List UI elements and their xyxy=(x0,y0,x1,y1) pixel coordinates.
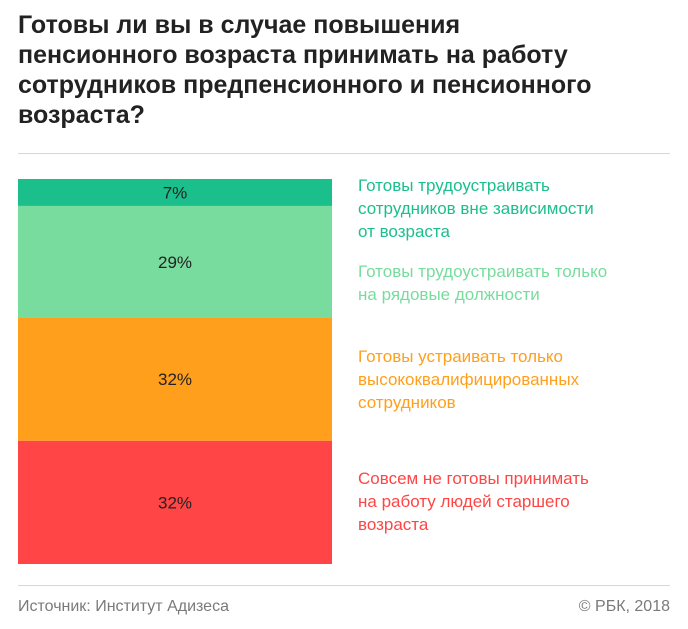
top-divider xyxy=(18,153,670,154)
bottom-divider xyxy=(18,585,670,586)
legend-entry-2: Готовы трудоустраивать только на рядовые… xyxy=(358,262,608,304)
legend-entry-4: Совсем не готовы принимать на работу люд… xyxy=(358,469,589,534)
data-label-1: 7% xyxy=(163,183,188,202)
bar-segment-2 xyxy=(18,205,332,318)
data-label-3: 32% xyxy=(158,370,192,389)
bar-segment-3 xyxy=(18,317,332,441)
chart-title: Готовы ли вы в случае повышения пенсионн… xyxy=(18,11,592,129)
legend-entry-3: Готовы устраивать только высококвалифици… xyxy=(358,347,580,412)
source-note: Источник: Институт Адизеса xyxy=(18,598,229,615)
copyright: © РБК, 2018 xyxy=(578,598,670,615)
bar-segment-1 xyxy=(18,179,332,206)
bar-segment-4 xyxy=(18,440,332,564)
data-label-4: 32% xyxy=(158,493,192,512)
data-label-2: 29% xyxy=(158,253,192,272)
legend-entry-1: Готовы трудоустраивать сотрудников вне з… xyxy=(358,176,594,241)
